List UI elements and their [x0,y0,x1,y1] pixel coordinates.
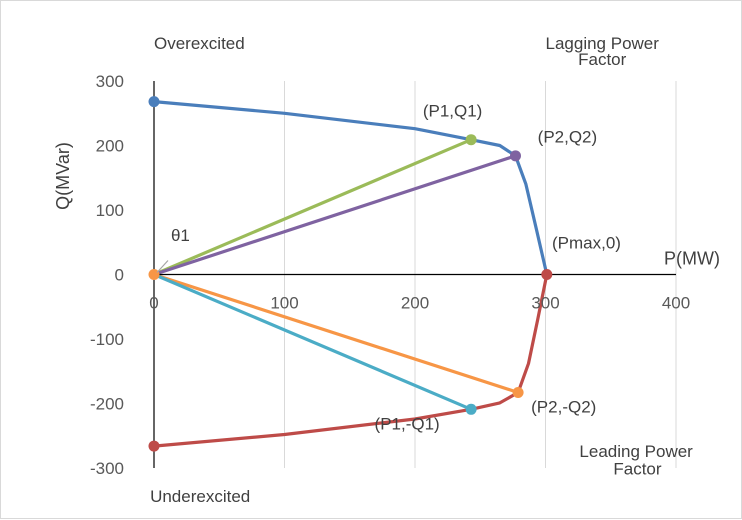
x-axis-title: P(MW) [664,249,720,269]
series-line-0 [152,100,549,277]
data-point-marker [148,96,160,108]
tick-labels: 0 100 200 300 400 300 200 100 0 -100 -200 -300 [90,72,690,478]
series-line-5 [152,272,473,411]
annotations: Overexcited Lagging PowerFactor(P1,Q1)(P2… [150,34,693,506]
x-tick-label: 0 [149,294,158,313]
annotation-label: (P2,Q2) [538,127,598,146]
y-tick-label: 300 [96,72,124,91]
x-tick-label: 200 [401,294,429,313]
series-line-2 [152,138,473,277]
data-point-marker [148,269,160,280]
x-tick-label: 400 [662,294,690,313]
data-point-marker [512,387,524,399]
annotation-label: Factor [578,50,627,69]
series-line-3 [152,154,518,277]
series-layer [152,100,549,448]
data-point-marker [541,269,553,280]
series-line-4 [152,272,520,395]
annotation-label: (P1,Q1) [423,101,483,120]
y-tick-label: 200 [96,137,124,156]
annotation-label: (P1,-Q1) [375,414,440,433]
annotation-label: (P2,-Q2) [531,398,596,417]
annotation-label: Overexcited [154,34,245,53]
theta-pointer [156,260,169,273]
y-tick-label: 0 [115,266,124,285]
y-tick-label: -100 [90,330,124,349]
annotation-label: (Pmax,0) [552,234,621,253]
x-tick-label: 300 [531,294,559,313]
annotation-label: θ1 [171,226,190,245]
y-tick-label: 100 [96,201,124,220]
annotation-label: Lagging Power [546,34,660,53]
data-point-marker [509,150,521,162]
markers [148,96,553,452]
y-tick-label: -200 [90,395,124,414]
annotation-label: Leading Power [579,442,693,461]
data-point-marker [148,440,160,452]
y-axis-title: Q(MVar) [53,142,73,210]
y-tick-label: -300 [90,459,124,478]
series-line-1 [152,272,549,448]
data-point-marker [465,403,477,415]
annotation-label: Factor [613,459,662,478]
data-point-marker [465,134,477,146]
annotation-label: Underexcited [150,487,250,506]
x-tick-label: 100 [270,294,298,313]
